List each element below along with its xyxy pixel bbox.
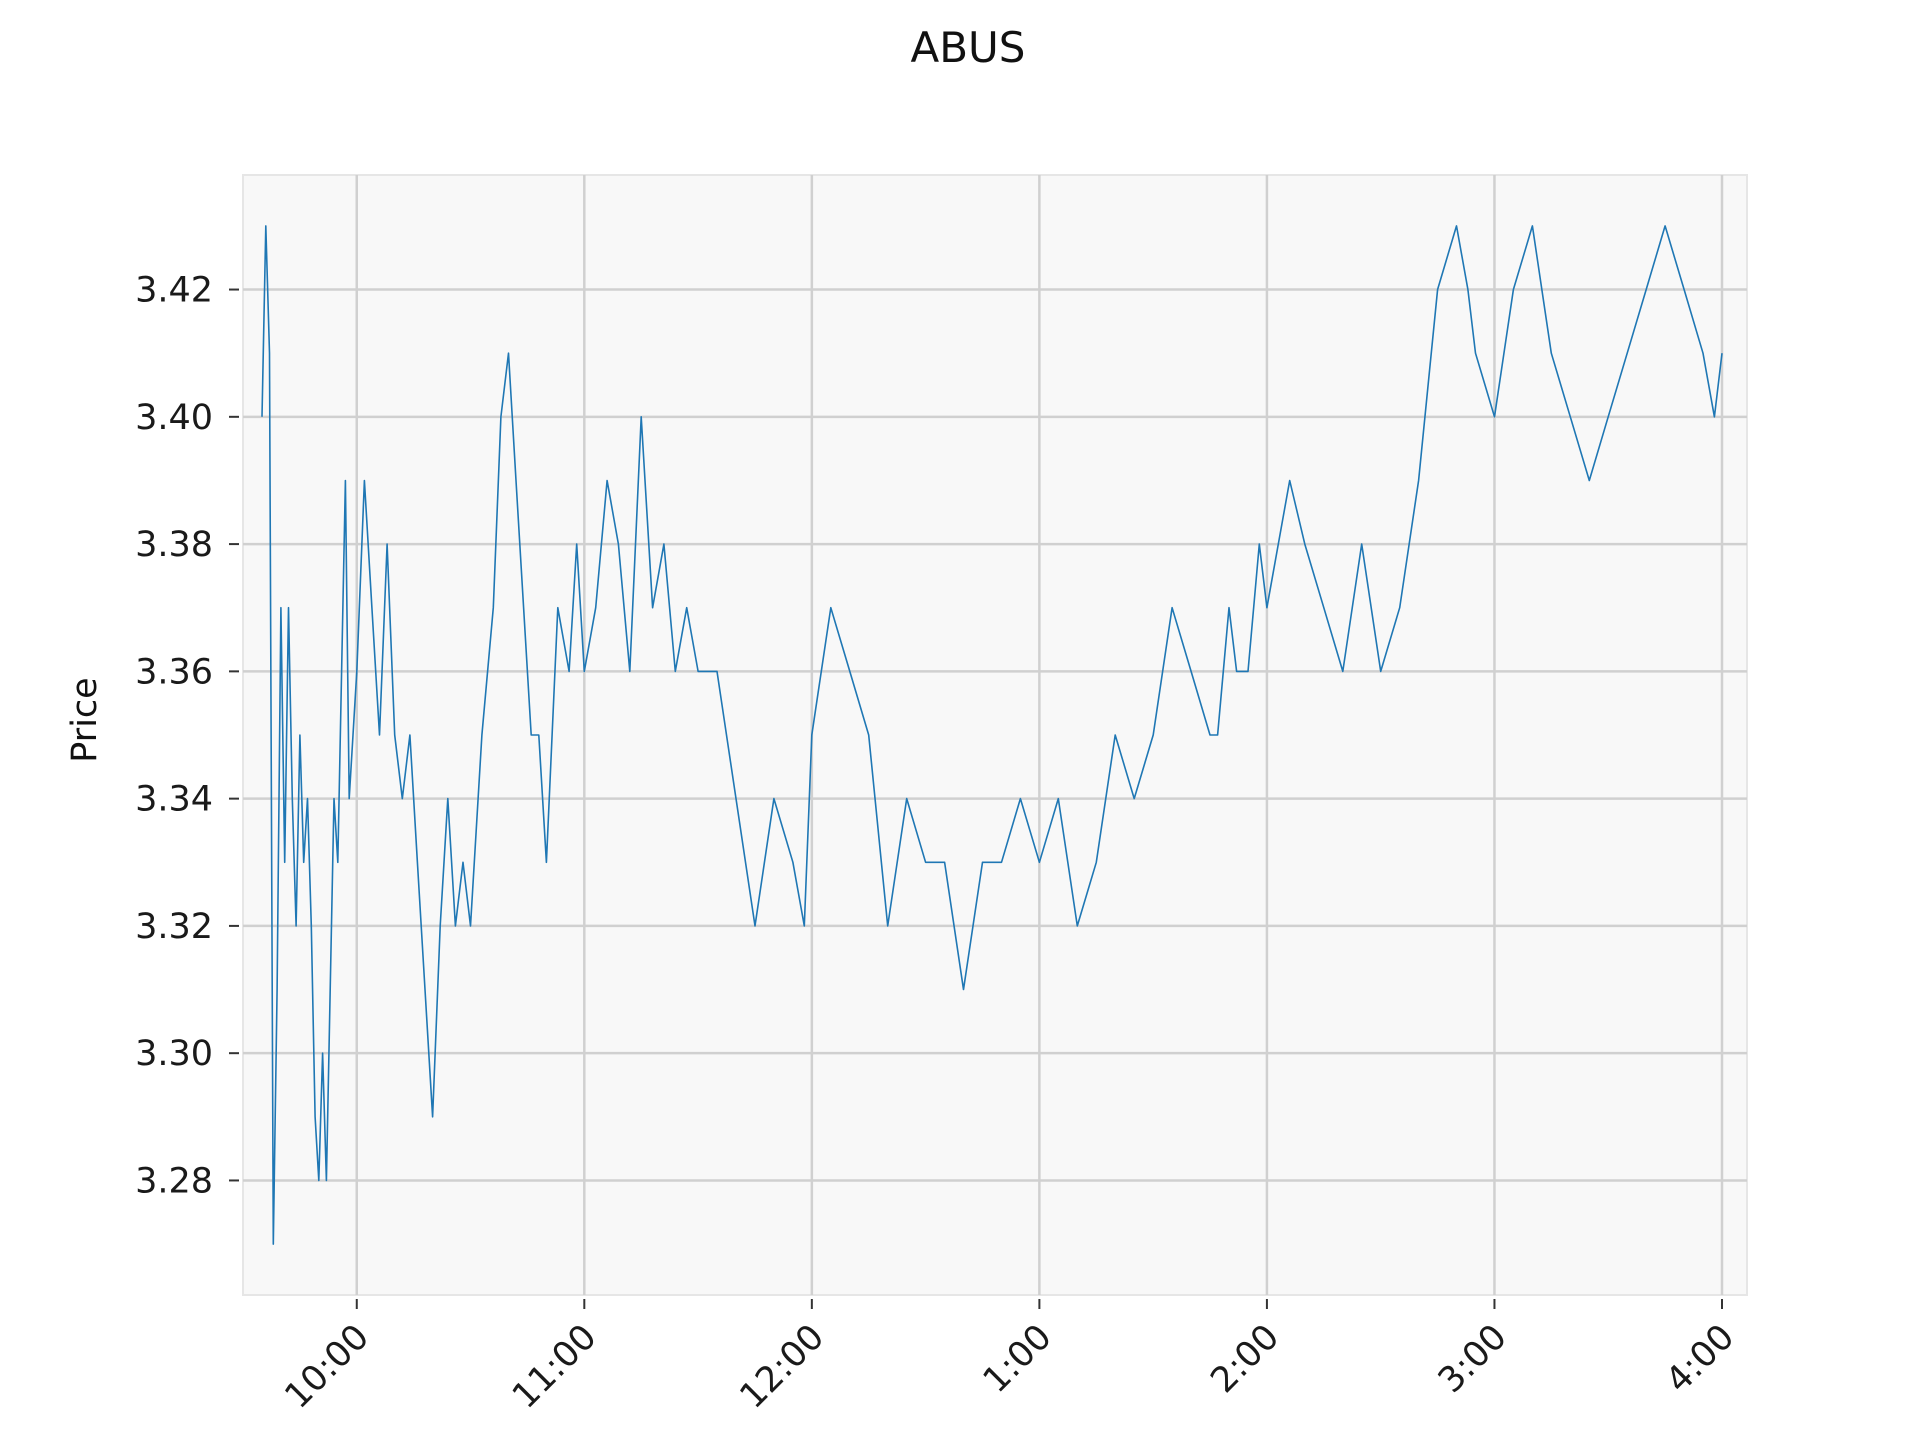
y-tick-label: 3.36: [135, 652, 213, 692]
y-tick-label: 3.40: [135, 398, 213, 438]
y-tick-label: 3.32: [135, 907, 213, 947]
chart-title: ABUS: [911, 23, 1026, 72]
series-layer: [261, 225, 1723, 1245]
y-tick-label: 3.28: [135, 1161, 213, 1201]
y-tick-label: 3.38: [135, 525, 213, 565]
y-axis-title: Price: [65, 677, 105, 762]
y-tick-label: 3.42: [135, 271, 213, 311]
price-series-line: [261, 225, 1723, 1245]
y-tick-label: 3.30: [135, 1034, 213, 1074]
y-tick-label: 3.34: [135, 780, 213, 820]
plot-area: [242, 174, 1748, 1296]
